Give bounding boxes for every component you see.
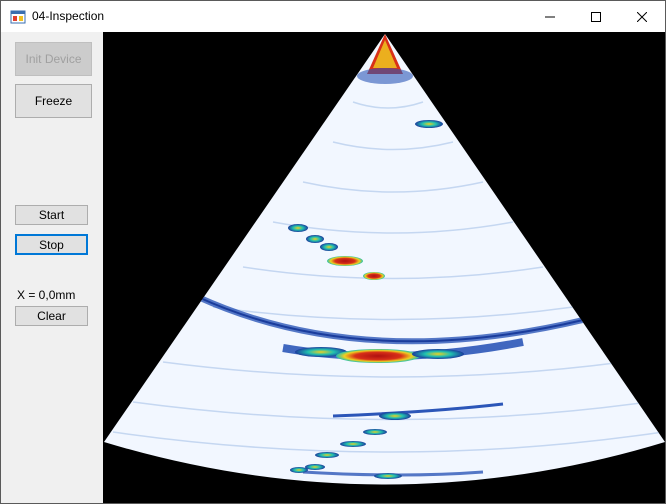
position-readout: X = 0,0mm xyxy=(17,288,76,302)
maximize-icon xyxy=(591,11,601,22)
reflector-chain xyxy=(288,224,385,280)
app-window-icon xyxy=(10,10,26,24)
clear-button[interactable]: Clear xyxy=(15,306,88,326)
echo-layer xyxy=(112,34,664,479)
ultrasound-scan-view[interactable] xyxy=(103,32,665,503)
start-button[interactable]: Start xyxy=(15,205,88,225)
maximize-button[interactable] xyxy=(573,1,619,32)
close-icon xyxy=(637,11,647,22)
title-bar[interactable]: 04-Inspection xyxy=(1,1,665,32)
window-title: 04-Inspection xyxy=(32,9,105,23)
close-button[interactable] xyxy=(619,1,665,32)
reflector-top-right xyxy=(415,120,443,128)
deep-reflectors xyxy=(290,412,411,479)
stop-button[interactable]: Stop xyxy=(15,234,88,255)
minimize-icon xyxy=(545,16,555,17)
control-panel: Init Device Freeze Start Stop X = 0,0mm … xyxy=(1,32,103,503)
init-device-button[interactable]: Init Device xyxy=(15,42,92,76)
freeze-button[interactable]: Freeze xyxy=(15,84,92,118)
minimize-button[interactable] xyxy=(527,1,573,32)
sector-scan-image xyxy=(104,34,665,485)
